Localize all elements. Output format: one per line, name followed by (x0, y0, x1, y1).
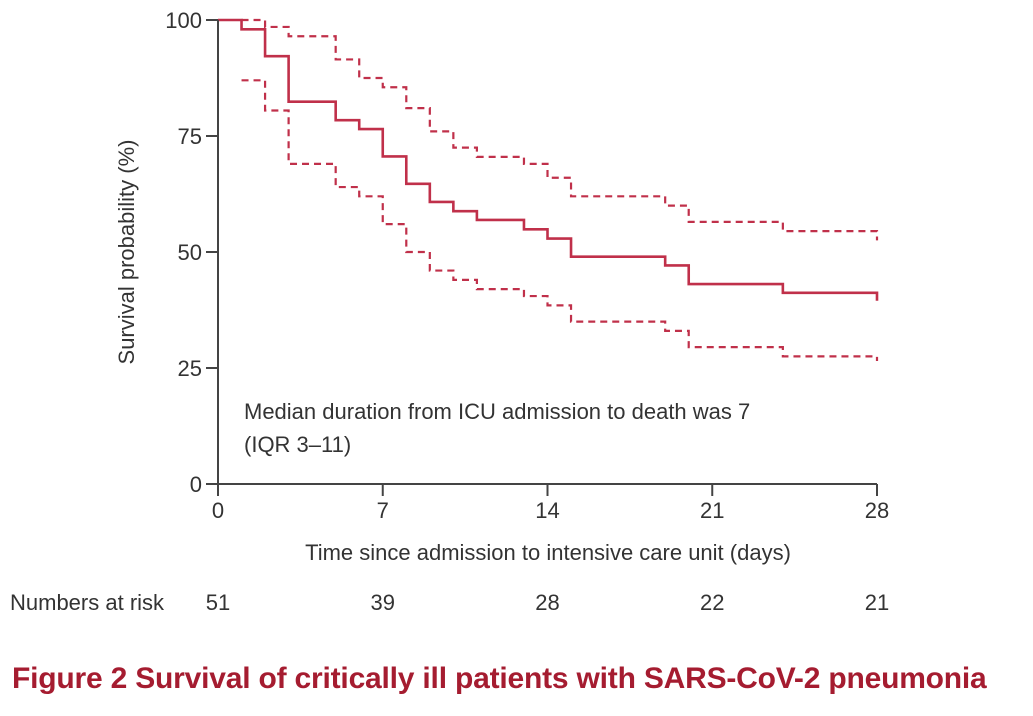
y-tick-label: 0 (190, 472, 202, 497)
y-tick-label: 50 (178, 240, 202, 265)
y-tick-label: 75 (178, 124, 202, 149)
y-tick-label: 100 (165, 8, 202, 33)
axes: 0 25 50 75 100 0 7 14 21 28 (165, 8, 889, 523)
lower-ci-curve (241, 79, 879, 362)
x-tick-label: 7 (377, 498, 389, 523)
risk-value: 51 (206, 590, 230, 615)
upper-ci-curve (241, 18, 879, 241)
risk-value: 22 (700, 590, 724, 615)
survival-chart: 0 25 50 75 100 0 7 14 21 28 Median duration from … (10, 8, 889, 615)
y-tick-label: 25 (178, 356, 202, 381)
y-axis-title: Survival probability (%) (114, 140, 139, 365)
x-tick-label: 14 (535, 498, 559, 523)
annotation-line-2: (IQR 3–11) (244, 432, 351, 457)
risk-value: 21 (865, 590, 889, 615)
x-tick-label: 21 (700, 498, 724, 523)
x-tick-label: 28 (865, 498, 889, 523)
risk-table: 51 39 28 22 21 (206, 590, 889, 615)
survival-curve (218, 18, 879, 301)
risk-value: 28 (535, 590, 559, 615)
annotation-line-1: Median duration from ICU admission to de… (244, 399, 750, 424)
x-axis-title: Time since admission to intensive care u… (305, 540, 791, 565)
risk-value: 39 (371, 590, 395, 615)
x-tick-label: 0 (212, 498, 224, 523)
figure-caption: Figure 2 Survival of critically ill pati… (12, 662, 987, 695)
risk-table-label: Numbers at risk (10, 590, 165, 615)
series-group (218, 18, 879, 362)
